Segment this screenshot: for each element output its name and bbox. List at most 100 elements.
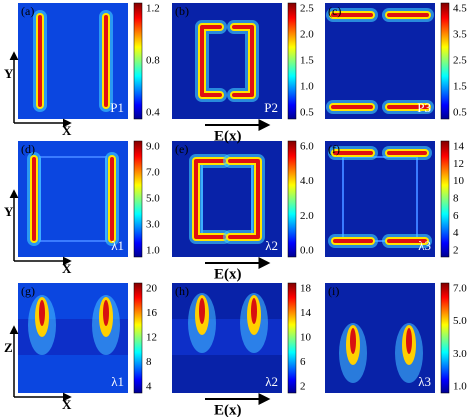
panel-label: (a) bbox=[21, 4, 34, 18]
colorbar-tick-label: 6 bbox=[300, 356, 306, 368]
field-map bbox=[325, 3, 435, 119]
colorbar-tick-label: 4.0 bbox=[300, 175, 314, 187]
colorbar-tick-label: 1.0 bbox=[300, 81, 314, 93]
panel-corner-label: P2 bbox=[264, 100, 278, 115]
panel-corner-label: λ1 bbox=[111, 374, 124, 389]
colorbar bbox=[133, 140, 143, 258]
colorbar-tick-label: 1.2 bbox=[146, 3, 160, 15]
colorbar-tick-label: 0.5 bbox=[300, 107, 314, 119]
panel-corner-label: λ3 bbox=[418, 238, 431, 253]
panel-label: (g) bbox=[21, 284, 35, 298]
colorbar-tick-label: 2.5 bbox=[453, 55, 467, 67]
panel: (c) P3 4.5 3.5 2.5 1.5 0.5 bbox=[325, 2, 467, 120]
panel-corner-label: λ2 bbox=[265, 238, 278, 253]
colorbar-tick-label: 8 bbox=[146, 356, 152, 368]
colorbar-tick-label: 3.5 bbox=[453, 29, 467, 41]
field-hotspot bbox=[103, 300, 109, 326]
colorbar-tick-label: 10 bbox=[453, 175, 465, 187]
colorbar bbox=[287, 282, 297, 394]
colorbar-tick-label: 6 bbox=[453, 210, 459, 222]
axis-label: X bbox=[62, 123, 72, 138]
colorbar-tick-label: 7.0 bbox=[453, 283, 467, 295]
field-label: E(x) bbox=[214, 402, 242, 417]
panel-label: (e) bbox=[175, 142, 188, 156]
colorbar-tick-label: 8 bbox=[453, 193, 459, 205]
field-hotspot bbox=[350, 328, 356, 354]
axis-label: Y bbox=[4, 204, 14, 219]
axis-label: X bbox=[62, 397, 72, 412]
panel-label: (h) bbox=[175, 284, 189, 298]
panel-corner-label: λ3 bbox=[418, 374, 431, 389]
field-hotspot bbox=[199, 298, 205, 324]
axis-label: X bbox=[62, 261, 72, 276]
panel-label: (b) bbox=[175, 4, 189, 18]
colorbar-tick-label: 1.5 bbox=[453, 81, 467, 93]
colorbar-tick-label: 1.0 bbox=[146, 245, 160, 257]
colorbar-tick-label: 20 bbox=[146, 283, 158, 295]
colorbar-tick-label: 2.0 bbox=[300, 210, 314, 222]
field-hotspot bbox=[406, 328, 412, 354]
panel: (d) λ1 9.0 7.0 5.0 3.0 1.0 bbox=[18, 140, 160, 258]
panel-corner-label: λ1 bbox=[111, 238, 124, 253]
panel: (g) λ1 20 16 12 8 4 bbox=[18, 282, 158, 394]
panel-corner-label: P1 bbox=[110, 100, 124, 115]
field-label: E(x) bbox=[214, 266, 242, 282]
colorbar-tick-label: 14 bbox=[300, 307, 312, 319]
panel: (h) λ2 18 14 10 6 2 bbox=[172, 282, 312, 394]
field-map bbox=[172, 3, 282, 119]
colorbar bbox=[440, 140, 450, 258]
field-label: E(x) bbox=[214, 128, 242, 144]
panel: (i) λ3 7.0 5.0 3.0 1.0 bbox=[325, 282, 467, 394]
field-hotspot bbox=[251, 298, 257, 324]
colorbar-tick-label: 4 bbox=[453, 227, 459, 239]
colorbar-tick-label: 2.5 bbox=[300, 3, 314, 15]
panel: (a) P1 1.2 0.8 0.4 bbox=[18, 2, 160, 120]
panel-label: (d) bbox=[21, 142, 35, 156]
colorbar-tick-label: 2.0 bbox=[300, 29, 314, 41]
panel: (f) λ3 14 12 10 8 6 4 2 bbox=[325, 140, 465, 258]
colorbar-tick-label: 2 bbox=[300, 381, 306, 393]
colorbar-tick-label: 14 bbox=[453, 141, 465, 153]
colorbar bbox=[440, 2, 450, 120]
colorbar-tick-label: 12 bbox=[453, 158, 464, 170]
colorbar bbox=[287, 2, 297, 120]
colorbar-tick-label: 0.5 bbox=[453, 107, 467, 119]
colorbar-tick-label: 0.4 bbox=[146, 107, 160, 119]
colorbar-tick-label: 3.0 bbox=[453, 348, 467, 360]
panel-label: (c) bbox=[328, 4, 341, 18]
colorbar bbox=[287, 140, 297, 258]
panel-corner-label: λ2 bbox=[265, 374, 278, 389]
colorbar-tick-label: 0.0 bbox=[300, 245, 314, 257]
colorbar-tick-label: 2 bbox=[453, 245, 459, 257]
field-hotspot bbox=[194, 159, 226, 239]
panel: (e) λ2 6.0 4.0 2.0 0.0 bbox=[172, 140, 314, 258]
colorbar-tick-label: 3.0 bbox=[146, 219, 160, 231]
field-hotspot bbox=[228, 159, 260, 239]
colorbar-tick-label: 9.0 bbox=[146, 141, 160, 153]
panel-label: (i) bbox=[328, 284, 339, 298]
colorbar bbox=[440, 282, 450, 394]
field-hotspot bbox=[232, 25, 254, 97]
colorbar-tick-label: 7.0 bbox=[146, 167, 160, 179]
field-hotspot bbox=[39, 300, 45, 326]
colorbar bbox=[133, 282, 143, 394]
colorbar-tick-label: 12 bbox=[146, 332, 157, 344]
colorbar-tick-label: 0.8 bbox=[146, 55, 160, 67]
panel-corner-label: P3 bbox=[417, 100, 431, 115]
colorbar-tick-label: 1.5 bbox=[300, 55, 314, 67]
colorbar-tick-label: 4.5 bbox=[453, 3, 467, 15]
colorbar-tick-label: 1.0 bbox=[453, 381, 467, 393]
field-hotspot bbox=[200, 25, 222, 97]
panel: (b) P2 2.5 2.0 1.5 1.0 0.5 bbox=[172, 2, 314, 120]
colorbar-tick-label: 16 bbox=[146, 307, 158, 319]
panel-label: (f) bbox=[328, 142, 340, 156]
colorbar-tick-label: 10 bbox=[300, 332, 312, 344]
colorbar bbox=[133, 2, 143, 120]
colorbar-tick-label: 5.0 bbox=[146, 193, 160, 205]
colorbar-tick-label: 5.0 bbox=[453, 315, 467, 327]
axis-label: Z bbox=[4, 340, 13, 355]
colorbar-tick-label: 4 bbox=[146, 381, 152, 393]
colorbar-tick-label: 18 bbox=[300, 283, 312, 295]
colorbar-tick-label: 6.0 bbox=[300, 141, 314, 153]
